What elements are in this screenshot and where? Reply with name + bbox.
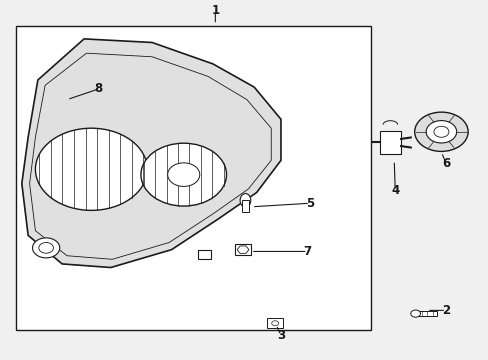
Circle shape — [271, 321, 278, 326]
Text: 3: 3 — [276, 329, 285, 342]
Circle shape — [35, 128, 147, 210]
Circle shape — [141, 143, 226, 206]
Text: 5: 5 — [305, 197, 314, 210]
Text: 7: 7 — [303, 245, 311, 258]
Bar — [415, 311, 436, 316]
Circle shape — [410, 310, 420, 317]
Circle shape — [39, 243, 53, 253]
Bar — [235, 244, 250, 255]
Polygon shape — [237, 246, 248, 253]
Text: 2: 2 — [441, 304, 449, 317]
Circle shape — [32, 238, 60, 258]
Text: 8: 8 — [94, 82, 102, 95]
Circle shape — [433, 126, 448, 137]
Bar — [16, 26, 370, 330]
Circle shape — [414, 112, 467, 152]
Bar — [379, 131, 400, 154]
Text: 6: 6 — [441, 157, 449, 170]
Polygon shape — [22, 39, 281, 267]
Text: 1: 1 — [211, 4, 219, 17]
Circle shape — [426, 121, 456, 143]
Ellipse shape — [240, 194, 250, 207]
Bar — [198, 249, 210, 259]
Bar — [267, 318, 283, 328]
Text: 4: 4 — [390, 184, 399, 197]
Circle shape — [167, 163, 200, 186]
Bar — [241, 200, 249, 212]
